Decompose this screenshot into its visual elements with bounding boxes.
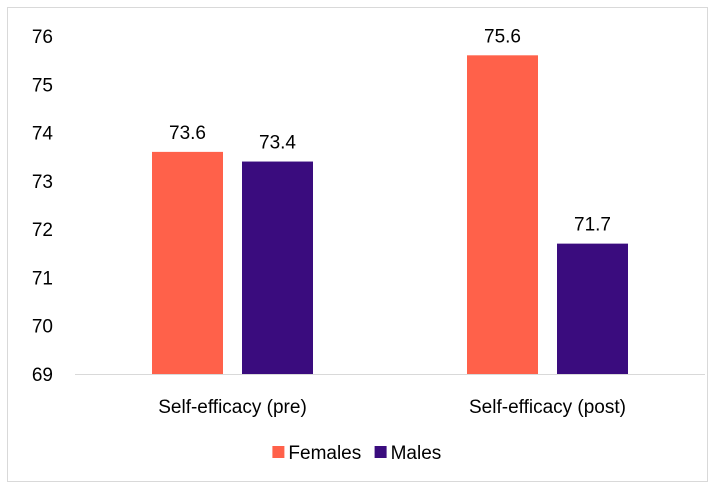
bar-females-1 xyxy=(467,55,538,375)
data-label-males-0: 73.4 xyxy=(259,133,296,154)
y-tick-label: 75 xyxy=(32,75,53,96)
bar-males-0 xyxy=(242,161,313,374)
legend-swatch-females xyxy=(272,446,285,458)
bar-males-1 xyxy=(557,243,628,374)
category-label-1: Self-efficacy (post) xyxy=(469,397,626,418)
y-tick-label: 73 xyxy=(32,172,53,193)
y-tick-label: 71 xyxy=(32,268,53,289)
y-tick-label: 76 xyxy=(32,27,53,48)
category-label-0: Self-efficacy (pre) xyxy=(158,397,307,418)
legend-label-females: Females xyxy=(288,443,361,464)
y-tick-label: 72 xyxy=(32,220,53,241)
data-label-females-0: 73.6 xyxy=(169,123,206,144)
y-tick-label: 74 xyxy=(32,124,54,145)
legend: Females Males xyxy=(272,443,441,464)
legend-swatch-males xyxy=(374,446,387,458)
x-axis-category-labels: Self-efficacy (pre) Self-efficacy (post) xyxy=(158,397,626,418)
bar-females-0 xyxy=(152,151,223,374)
data-label-females-1: 75.6 xyxy=(484,26,521,47)
bars xyxy=(152,55,628,375)
y-axis-ticks: 69 70 71 72 73 74 75 76 xyxy=(32,27,54,386)
legend-label-males: Males xyxy=(391,443,442,464)
data-labels: 73.6 73.4 75.6 71.7 xyxy=(169,26,611,235)
data-label-males-1: 71.7 xyxy=(574,215,611,236)
y-tick-label: 69 xyxy=(32,365,53,386)
y-tick-label: 70 xyxy=(32,317,53,338)
